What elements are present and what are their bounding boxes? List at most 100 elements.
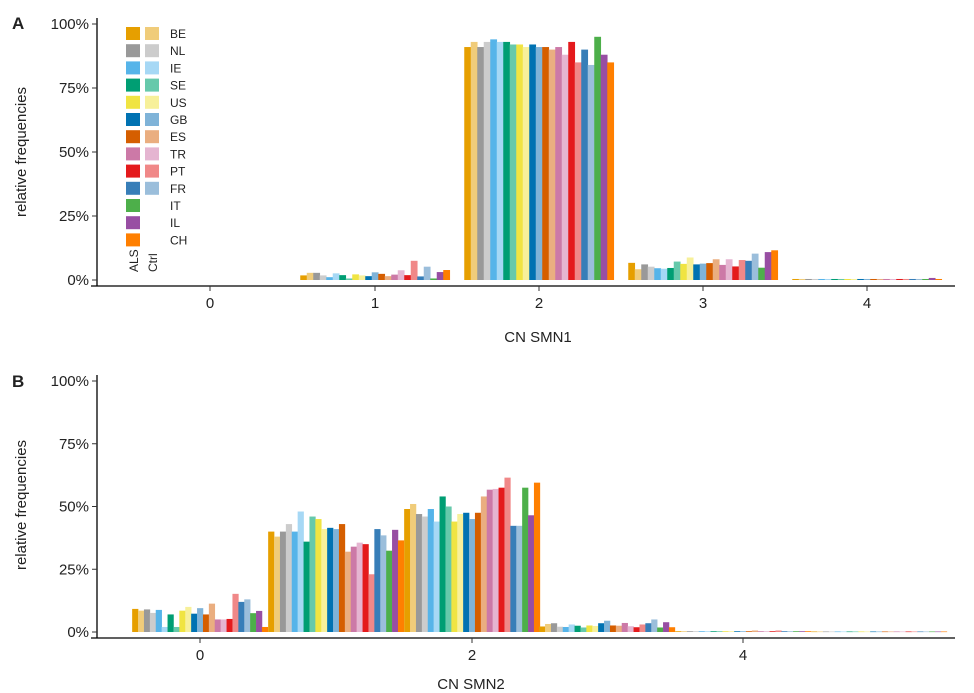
bar-b-1-fr-ctrl <box>380 535 387 632</box>
y-tick-label: 75% <box>59 80 89 97</box>
legend-ctrl-label: Ctrl <box>146 253 160 272</box>
bar-b-0-ie-ctrl <box>161 626 168 632</box>
bar-a-1-ie-als <box>326 277 334 280</box>
bar-a-3-ie-ctrl <box>660 268 668 280</box>
bar-a-1-es-ctrl <box>384 276 392 280</box>
bar-b-2-es-ctrl <box>480 496 488 632</box>
bar-a-3-us-als <box>680 263 688 280</box>
bar-a-3-es-als <box>706 263 714 280</box>
legend-als-label: ALS <box>127 249 141 272</box>
bar-a-1-tr-als <box>391 274 399 280</box>
y-tick-label: 0% <box>67 272 89 289</box>
bar-a-4-fr-ctrl <box>915 278 923 280</box>
bar-b-5-be-als <box>811 631 818 633</box>
bar-b-2-us-als <box>451 521 458 632</box>
bar-b-4-fr-als <box>781 631 788 632</box>
bar-b-4-tr-ctrl <box>763 631 770 632</box>
bar-b-2-ch <box>533 482 541 632</box>
bar-a-1-us-ctrl <box>358 275 366 280</box>
bar-a-4-gb-als <box>857 278 865 280</box>
bar-b-5-se-als <box>846 631 853 633</box>
bar-b-4-il <box>799 631 806 632</box>
bar-b-1-gb-als <box>327 527 334 632</box>
bar-b-2-se-als <box>439 496 446 632</box>
bar-a-4-gb-ctrl <box>863 278 871 280</box>
bar-a-2-il <box>600 54 608 280</box>
bar-b-5-es-ctrl <box>887 631 895 633</box>
bar-b-0-fr-ctrl <box>244 599 251 632</box>
bar-a-2-gb-als <box>529 44 537 281</box>
panel-b-bars <box>132 477 948 633</box>
bar-b-2-tr-ctrl <box>492 488 499 632</box>
y-tick-label: 50% <box>59 499 89 516</box>
bar-b-4-ch <box>804 631 812 632</box>
y-tick-label: 25% <box>59 561 89 578</box>
bar-b-3-ie-als <box>562 626 569 632</box>
bar-b-2-us-ctrl <box>457 514 464 632</box>
bar-b-5-pt-als <box>905 631 912 633</box>
bar-b-4-gb-als <box>734 631 741 632</box>
bar-b-3-se-als <box>574 625 581 632</box>
bar-a-3-ie-als <box>654 268 662 280</box>
legend-swatch-be-als <box>126 27 140 40</box>
bar-b-3-nl-ctrl <box>556 626 564 632</box>
bar-b-0-tr-als <box>214 619 221 632</box>
bar-b-0-se-ctrl <box>173 626 180 632</box>
bar-b-3-ie-ctrl <box>568 624 575 632</box>
x-tick-label: 0 <box>206 295 214 312</box>
panel-b-x-axis: 0 2 4 <box>91 637 955 664</box>
panel-a-bars <box>300 36 943 281</box>
y-tick-label: 25% <box>59 208 89 225</box>
bar-a-1-pt-als <box>404 275 412 280</box>
y-tick-label: 75% <box>59 436 89 453</box>
legend-swatch-pt-ctrl <box>145 164 159 178</box>
bar-b-1-be-als <box>268 531 275 632</box>
bar-b-0-tr-ctrl <box>220 619 227 632</box>
bar-b-1-be-ctrl <box>274 536 281 632</box>
bar-a-4-es-ctrl <box>876 278 884 280</box>
legend-swatch-se-als <box>126 78 140 92</box>
bar-b-2-it <box>522 487 529 632</box>
bar-a-3-us-ctrl <box>686 257 694 280</box>
bar-b-2-es-als <box>474 512 482 632</box>
legend-swatch-es-als <box>126 130 140 144</box>
bar-a-2-nl-als <box>477 47 485 280</box>
bar-b-1-pt-als <box>362 544 369 632</box>
bar-b-2-gb-ctrl <box>469 519 476 632</box>
panel-a-y-axis: 0% 25% 50% 75% 100% <box>51 16 98 289</box>
bar-b-3-tr-als <box>621 622 628 632</box>
legend-label-it: IT <box>170 199 181 213</box>
legend-swatch-be-ctrl <box>145 27 159 40</box>
x-tick-label: 3 <box>699 295 707 312</box>
bar-b-3-gb-als <box>598 623 605 632</box>
bar-b-1-tr-als <box>350 546 357 632</box>
legend-label-gb: GB <box>170 113 187 127</box>
bar-b-2-fr-ctrl <box>516 525 523 632</box>
bar-a-3-tr-ctrl <box>725 259 733 280</box>
bar-a-2-it <box>594 36 602 280</box>
bar-a-2-se-ctrl <box>509 44 517 281</box>
bar-a-2-fr-ctrl <box>587 64 595 281</box>
bar-b-1-us-ctrl <box>321 529 328 632</box>
legend-swatch-us-als <box>126 95 140 109</box>
legend-swatch-ie-ctrl <box>145 61 159 75</box>
bar-a-4-se-als <box>831 278 839 280</box>
legend-swatch-ie-als <box>126 61 140 75</box>
bar-b-4-be-als <box>675 631 682 632</box>
bar-b-4-gb-ctrl <box>740 631 747 632</box>
bar-b-3-se-ctrl <box>580 627 587 632</box>
bar-a-4-ie-ctrl <box>824 278 832 280</box>
bar-b-4-nl-ctrl <box>692 631 700 632</box>
bar-b-5-es-als <box>881 631 889 633</box>
bar-a-4-pt-ctrl <box>902 278 910 280</box>
bar-b-0-gb-als <box>191 613 198 632</box>
bar-b-3-il <box>663 622 670 632</box>
bar-b-5-nl-ctrl <box>828 631 836 633</box>
bar-a-4-nl-als <box>805 278 813 280</box>
bar-a-1-il <box>436 272 444 280</box>
bar-b-2-be-als <box>404 509 411 632</box>
bar-a-4-se-ctrl <box>837 278 845 280</box>
legend-swatch-fr-ctrl <box>145 181 159 195</box>
bar-b-5-us-ctrl <box>864 631 871 633</box>
